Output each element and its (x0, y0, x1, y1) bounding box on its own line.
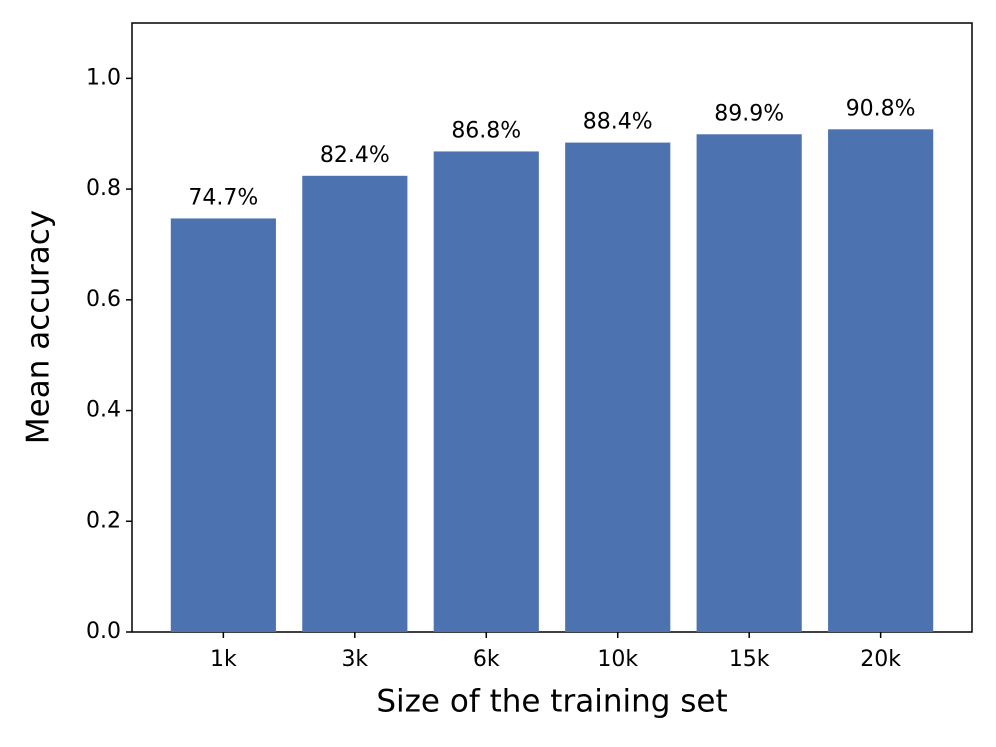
bar (302, 175, 408, 632)
x-axis-title: Size of the training set (376, 684, 727, 720)
bar (565, 142, 671, 632)
y-tick-label: 0.6 (86, 287, 121, 312)
plot-frame (131, 22, 973, 633)
bar (828, 129, 934, 632)
value-label: 82.4% (320, 143, 390, 168)
x-tick-label: 15k (729, 647, 770, 672)
value-label: 88.4% (583, 110, 653, 135)
value-label: 86.8% (451, 118, 521, 143)
y-tick-label: 0.2 (86, 508, 121, 533)
x-tick-label: 1k (210, 647, 237, 672)
y-tick-label: 0.4 (86, 398, 121, 423)
y-axis-title: Mean accuracy (21, 210, 57, 444)
bar (696, 134, 802, 632)
bar (170, 218, 276, 632)
x-tick-label: 20k (860, 647, 901, 672)
x-tick-label: 6k (473, 647, 500, 672)
x-tick-label: 3k (341, 647, 368, 672)
bar (433, 151, 539, 632)
value-label: 74.7% (188, 185, 258, 210)
y-tick-label: 0.0 (86, 619, 121, 644)
y-tick-label: 1.0 (86, 65, 121, 90)
value-label: 89.9% (714, 101, 784, 126)
y-tick-label: 0.8 (86, 176, 121, 201)
value-label: 90.8% (846, 96, 916, 121)
x-tick-label: 10k (597, 647, 638, 672)
